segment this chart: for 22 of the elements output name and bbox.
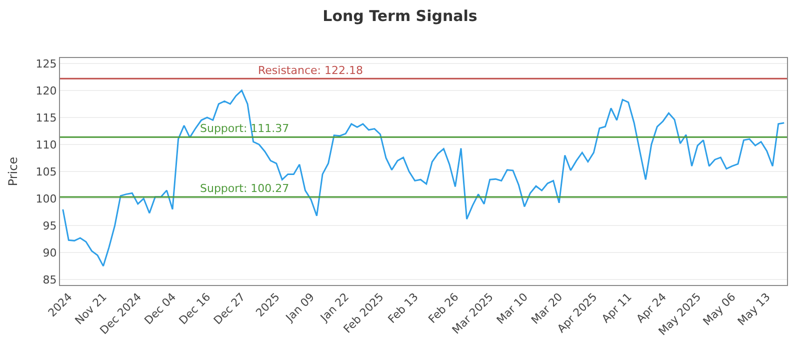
x-tick-label: Apr 11 (599, 290, 634, 326)
x-tick-label: Dec 27 (211, 290, 248, 328)
x-tick-label: Dec 04 (142, 290, 179, 328)
y-tick-label: 105 (36, 165, 57, 178)
y-tick-label: 95 (42, 219, 57, 232)
line-series (62, 90, 785, 267)
x-tick-label: Mar 10 (494, 290, 530, 327)
ref-line-label: Support: 111.37 (200, 122, 290, 135)
ref-line-label: Support: 100.27 (200, 182, 290, 195)
y-tick-label: 100 (36, 192, 57, 206)
y-tick-label: 120 (36, 84, 57, 98)
ref-line-label: Resistance: 122.18 (258, 64, 363, 77)
y-axis-title: Price (6, 156, 20, 186)
y-tick-label: 110 (36, 138, 57, 152)
x-tick-label: Jan 09 (282, 290, 317, 325)
y-tick-label: 85 (42, 273, 57, 286)
x-tick-label: Feb 13 (386, 290, 421, 326)
y-tick-label: 115 (36, 111, 57, 124)
y-tick-label: 90 (42, 246, 57, 260)
x-tick-label: Dec 16 (176, 290, 214, 328)
y-tick-label: 125 (36, 57, 57, 70)
chart-title: Long Term Signals (322, 7, 478, 25)
